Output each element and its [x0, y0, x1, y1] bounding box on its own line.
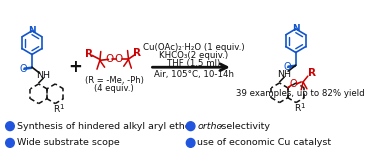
Text: R: R	[308, 68, 316, 78]
Text: Cu(OAc)₂·H₂O (1 equiv.): Cu(OAc)₂·H₂O (1 equiv.)	[143, 43, 245, 52]
Text: Wide substrate scope: Wide substrate scope	[17, 138, 119, 147]
Text: R: R	[53, 105, 59, 114]
Circle shape	[186, 122, 195, 131]
Text: NH: NH	[277, 70, 291, 79]
Text: (R = -Me, -Ph): (R = -Me, -Ph)	[85, 76, 144, 84]
Text: 39 examples, up to 82% yield: 39 examples, up to 82% yield	[236, 89, 365, 98]
Text: 1: 1	[59, 104, 64, 110]
Text: R: R	[85, 49, 93, 60]
Text: R: R	[294, 104, 300, 113]
Text: NH: NH	[36, 71, 50, 80]
Text: use of economic Cu catalyst: use of economic Cu catalyst	[197, 138, 332, 147]
Text: (4 equiv.): (4 equiv.)	[94, 84, 134, 93]
Text: R: R	[133, 48, 141, 58]
Text: Air, 105°C, 10-14h: Air, 105°C, 10-14h	[154, 70, 234, 79]
Text: N: N	[292, 24, 300, 33]
Text: +: +	[68, 58, 82, 76]
Text: ortho: ortho	[197, 122, 223, 131]
Text: O: O	[284, 62, 291, 72]
Text: N: N	[28, 26, 36, 35]
Text: -selectivity: -selectivity	[218, 122, 270, 131]
Text: Synthesis of hindered alkyl aryl ether: Synthesis of hindered alkyl aryl ether	[17, 122, 194, 131]
Text: O: O	[290, 79, 297, 89]
Circle shape	[6, 138, 14, 147]
Text: O: O	[20, 64, 27, 74]
Text: O: O	[115, 54, 123, 64]
Circle shape	[6, 122, 14, 131]
Text: 1: 1	[300, 103, 304, 109]
Circle shape	[186, 138, 195, 147]
Text: O: O	[105, 54, 113, 64]
Text: THF (1.5 ml): THF (1.5 ml)	[167, 59, 221, 68]
Text: KHCO₃(2 equiv.): KHCO₃(2 equiv.)	[160, 51, 229, 60]
